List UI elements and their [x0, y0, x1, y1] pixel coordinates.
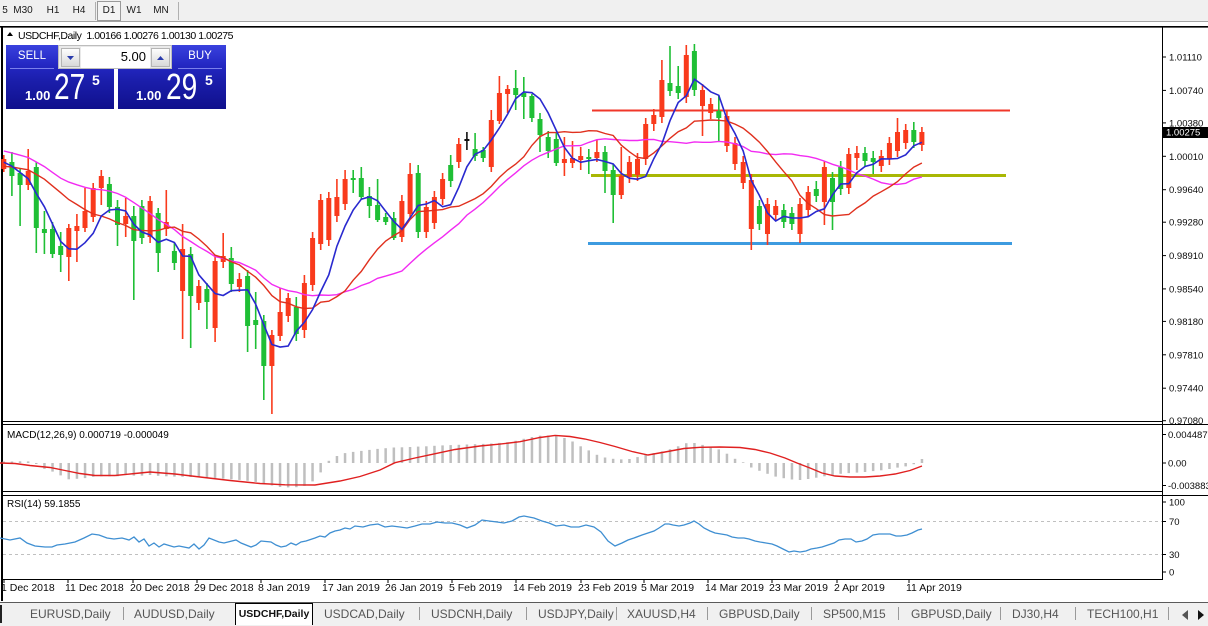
svg-text:11 Dec 2018: 11 Dec 2018 [65, 582, 124, 594]
svg-text:0.97080: 0.97080 [1169, 416, 1203, 427]
svg-text:1 Dec 2018: 1 Dec 2018 [1, 582, 55, 594]
svg-text:RSI(14) 59.1855: RSI(14) 59.1855 [7, 499, 81, 510]
svg-text:1.00275: 1.00275 [1166, 128, 1200, 139]
svg-text:23 Mar 2019: 23 Mar 2019 [769, 582, 828, 594]
svg-text:14 Feb 2019: 14 Feb 2019 [513, 582, 572, 594]
svg-text:0.98540: 0.98540 [1169, 284, 1203, 295]
svg-text:1.00380: 1.00380 [1169, 118, 1203, 129]
svg-text:0.98180: 0.98180 [1169, 317, 1203, 328]
svg-text:0: 0 [1169, 568, 1174, 579]
svg-text:100: 100 [1169, 498, 1185, 509]
svg-text:8 Jan 2019: 8 Jan 2019 [258, 582, 310, 594]
svg-text:USDCHF,Daily 1.00166 1.00276: USDCHF,Daily 1.00166 1.00276 1.00130 1.0… [18, 30, 234, 42]
svg-text:2 Apr 2019: 2 Apr 2019 [834, 582, 885, 594]
svg-text:0.99640: 0.99640 [1169, 185, 1203, 196]
svg-text:0.00: 0.00 [1168, 459, 1187, 470]
svg-text:0.97440: 0.97440 [1169, 384, 1203, 395]
svg-text:-0.003883: -0.003883 [1168, 481, 1208, 492]
svg-text:0.99280: 0.99280 [1169, 218, 1203, 229]
svg-text:0.97810: 0.97810 [1169, 350, 1203, 361]
svg-text:30: 30 [1169, 550, 1180, 561]
svg-text:MACD(12,26,9) 0.000719 -0.0000: MACD(12,26,9) 0.000719 -0.000049 [7, 430, 169, 441]
svg-text:0.98910: 0.98910 [1169, 251, 1203, 262]
svg-text:26 Jan 2019: 26 Jan 2019 [385, 582, 443, 594]
svg-text:5 Feb 2019: 5 Feb 2019 [449, 582, 502, 594]
svg-text:1.00740: 1.00740 [1169, 86, 1203, 97]
svg-text:14 Mar 2019: 14 Mar 2019 [705, 582, 764, 594]
svg-text:20 Dec 2018: 20 Dec 2018 [130, 582, 190, 594]
svg-text:29 Dec 2018: 29 Dec 2018 [194, 582, 254, 594]
svg-text:0.004487: 0.004487 [1168, 430, 1208, 441]
svg-text:70: 70 [1169, 517, 1180, 528]
svg-text:17 Jan 2019: 17 Jan 2019 [322, 582, 380, 594]
svg-text:11 Apr 2019: 11 Apr 2019 [906, 582, 962, 594]
svg-text:1.01110: 1.01110 [1169, 53, 1202, 64]
svg-text:1.00010: 1.00010 [1169, 152, 1203, 163]
svg-text:23 Feb 2019: 23 Feb 2019 [578, 582, 637, 594]
svg-text:5 Mar 2019: 5 Mar 2019 [641, 582, 694, 594]
